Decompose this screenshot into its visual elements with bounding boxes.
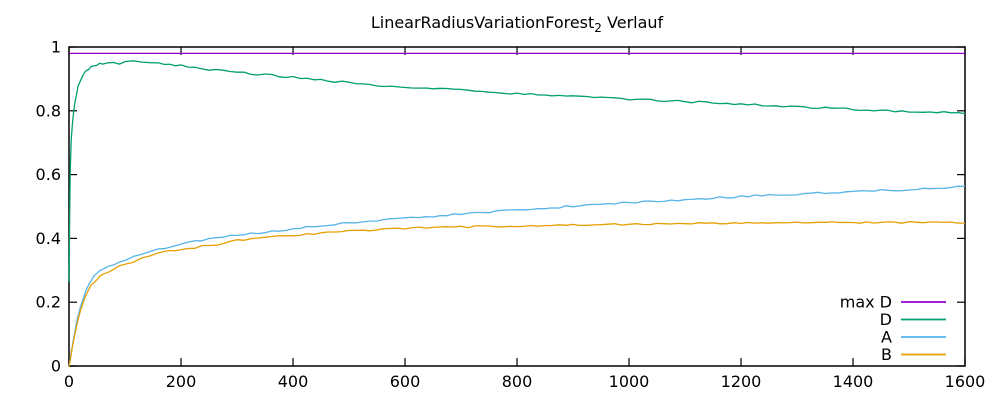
legend-label-B: B — [881, 345, 892, 364]
x-tick-label: 1400 — [833, 372, 874, 391]
x-tick-label: 600 — [390, 372, 421, 391]
series-line-D — [68, 60, 966, 283]
y-tick-label: 1 — [51, 38, 61, 57]
y-tick-label: 0.8 — [36, 101, 61, 120]
x-tick-label: 400 — [278, 372, 309, 391]
legend-label-A: A — [881, 328, 892, 347]
y-tick-label: 0 — [51, 357, 61, 376]
series-line-A — [68, 185, 966, 367]
chart-title: LinearRadiusVariationForest2 Verlauf — [69, 13, 965, 35]
chart-title-subscript: 2 — [594, 21, 602, 36]
x-tick-label: 1000 — [609, 372, 650, 391]
legend-label-max-D: max D — [840, 293, 892, 312]
y-tick-label: 0.2 — [36, 293, 61, 312]
y-tick-label: 0.4 — [36, 229, 61, 248]
x-tick-label: 1200 — [721, 372, 762, 391]
legend-label-D: D — [880, 310, 892, 329]
series-line-B — [68, 221, 965, 367]
chart-title-main: LinearRadiusVariationForest — [370, 13, 595, 32]
x-tick-label: 1600 — [945, 372, 986, 391]
plot-border — [68, 46, 966, 367]
y-tick-label: 0.6 — [36, 165, 61, 184]
chart-title-tail: Verlauf — [601, 13, 664, 32]
x-tick-label: 200 — [166, 372, 197, 391]
x-tick-label: 800 — [502, 372, 533, 391]
x-tick-label: 0 — [64, 372, 74, 391]
